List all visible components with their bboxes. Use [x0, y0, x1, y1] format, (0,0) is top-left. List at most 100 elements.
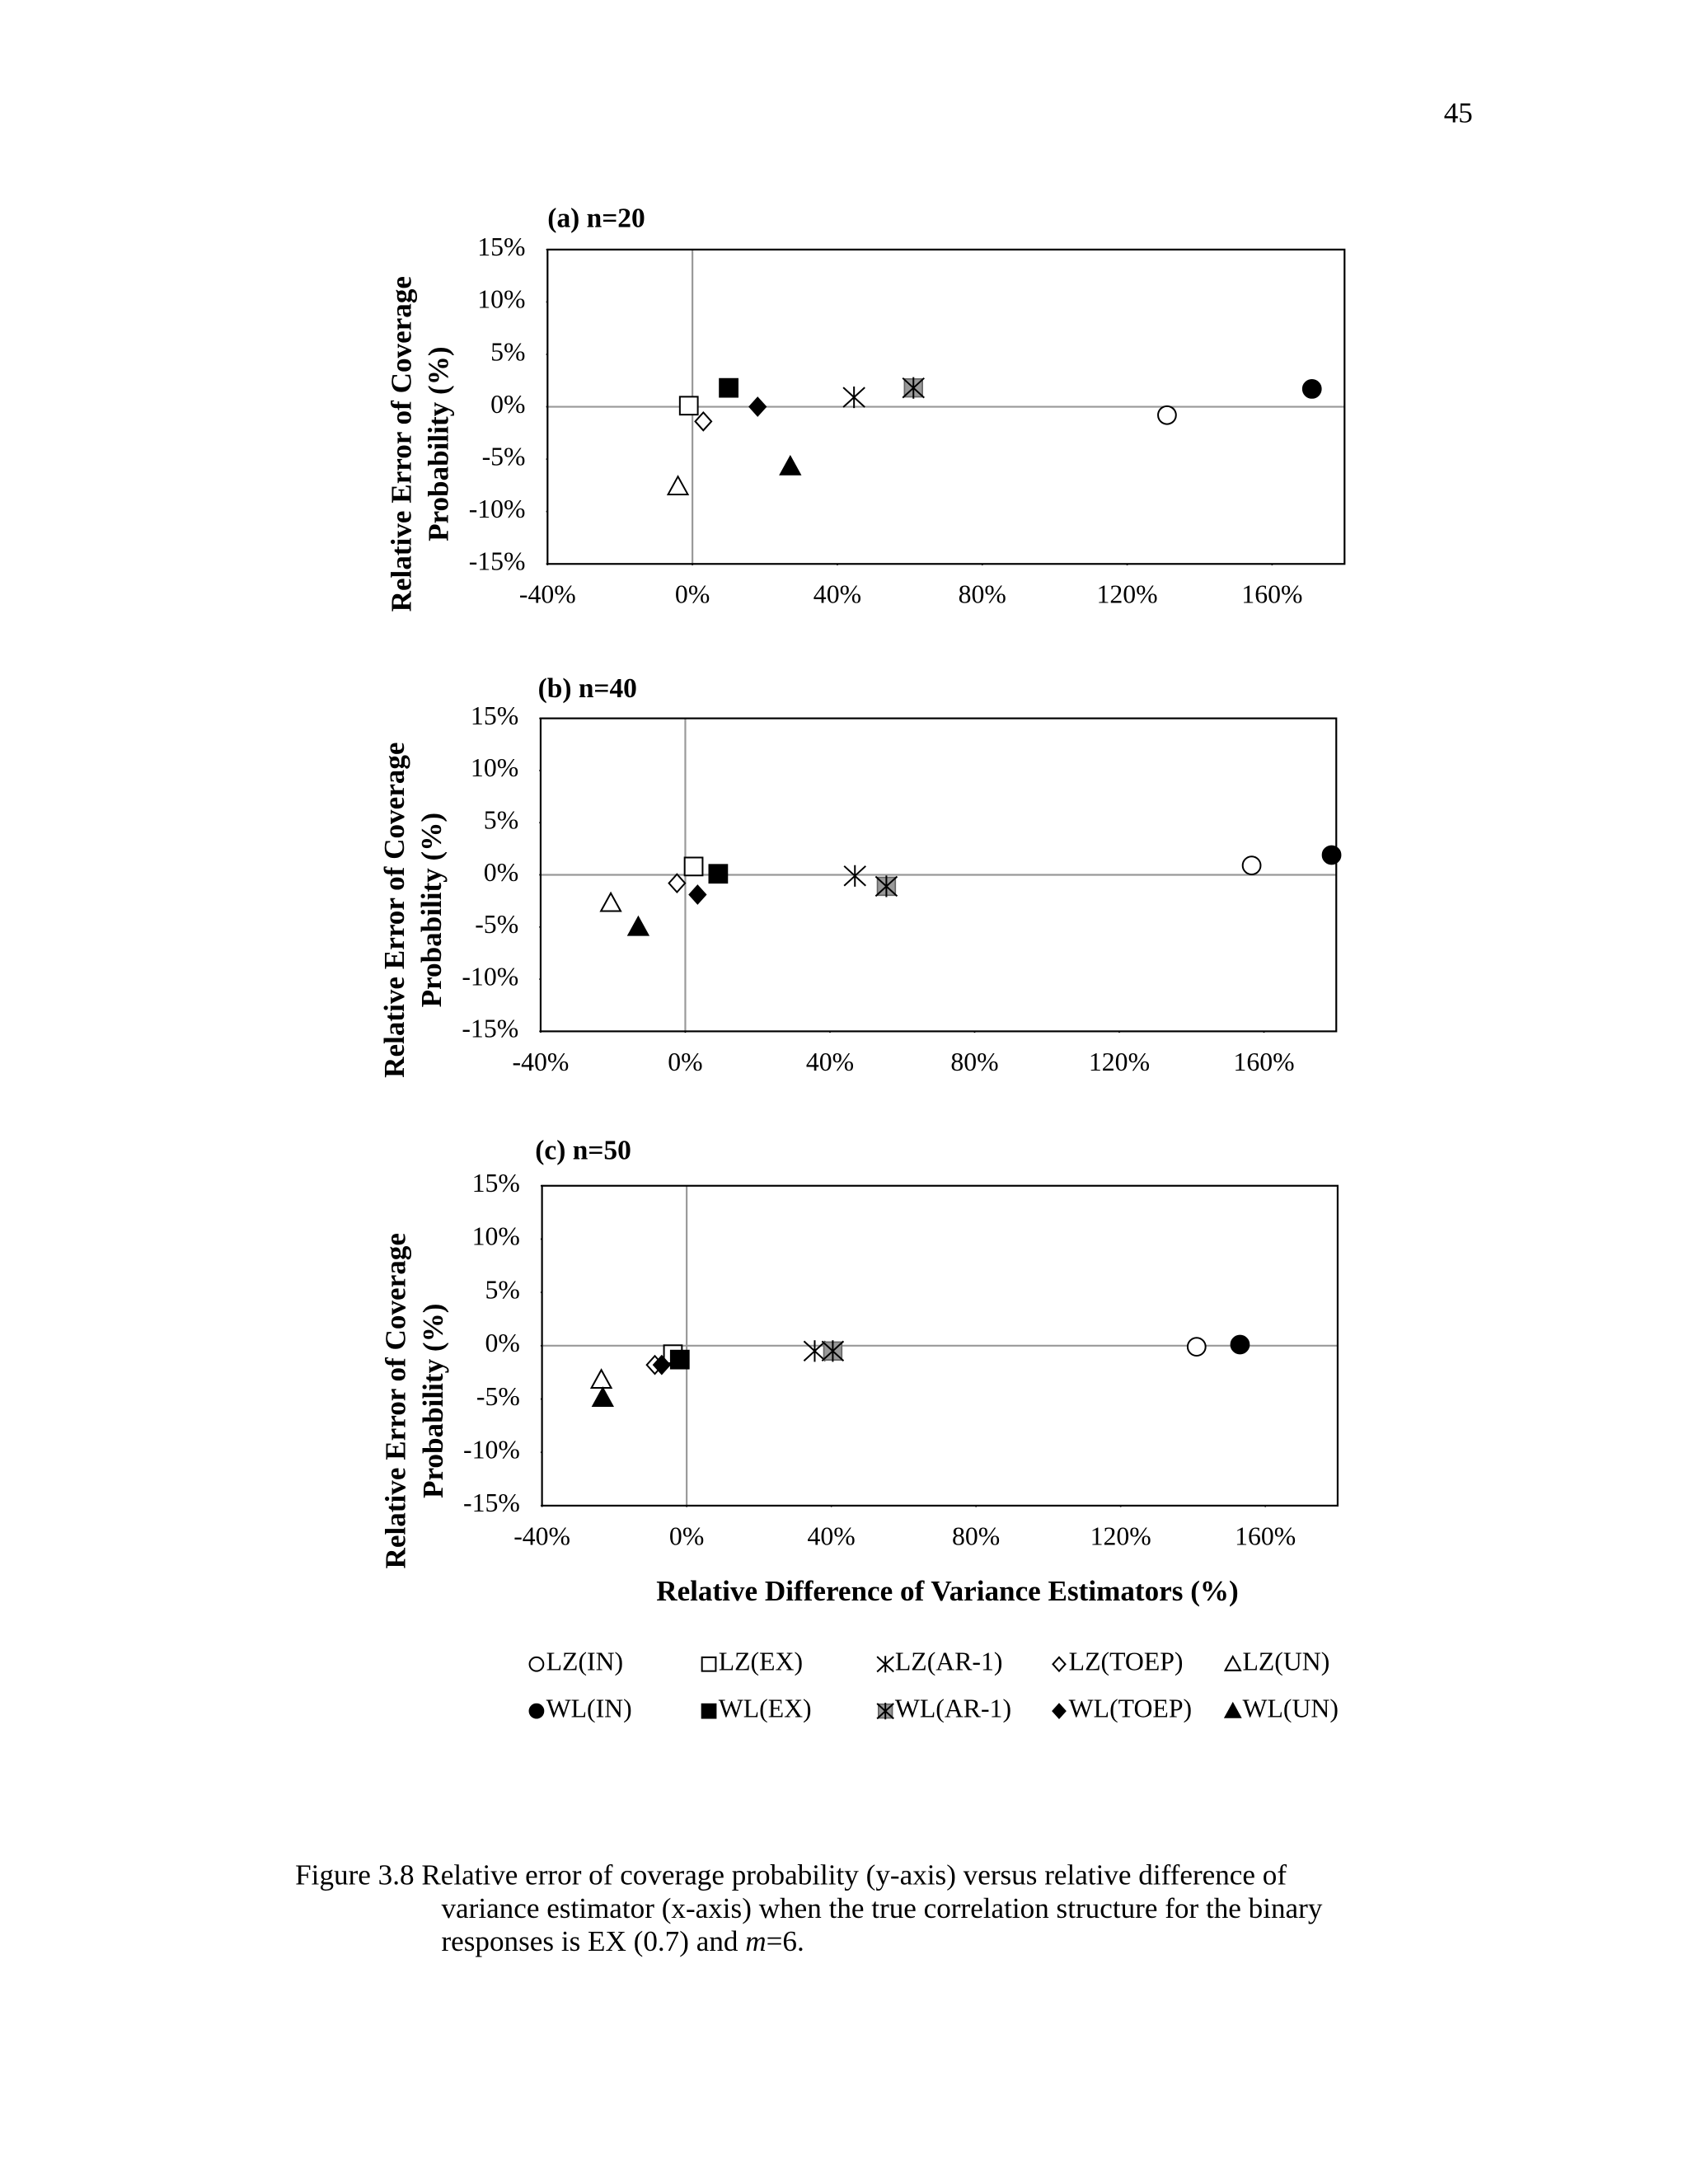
- caption-text: responses is EX (0.7) and: [441, 1925, 745, 1957]
- marker-star: [902, 377, 925, 399]
- x-tick-label: 80%: [952, 1521, 1000, 1550]
- marker: [668, 873, 687, 894]
- legend-label: LZ(EX): [719, 1647, 803, 1676]
- y-tick-label: 5%: [485, 1275, 519, 1304]
- marker: [591, 1386, 614, 1408]
- marker: [1223, 1655, 1242, 1671]
- marker-triangle: [1223, 1655, 1242, 1671]
- marker: [803, 1340, 827, 1362]
- legend-label: WL(EX): [719, 1694, 812, 1722]
- marker-star: [843, 865, 866, 887]
- chart-title: (b) n=40: [538, 673, 637, 704]
- y-tick-label: -5%: [475, 910, 518, 939]
- y-tick-label: 10%: [477, 285, 525, 314]
- marker: [1241, 855, 1262, 875]
- marker: [599, 891, 622, 912]
- y-tick-label: -15%: [463, 1488, 520, 1517]
- marker: [688, 884, 707, 905]
- y-tick-label: 15%: [472, 1169, 520, 1197]
- x-tick-label: 80%: [959, 580, 1006, 609]
- marker: [876, 1703, 894, 1720]
- marker-diamond: [668, 873, 687, 894]
- marker: [528, 1656, 545, 1672]
- legend-label: LZ(AR-1): [895, 1647, 1003, 1676]
- x-tick-label: 0%: [675, 580, 710, 609]
- marker: [748, 396, 767, 417]
- page-number: 45: [1444, 97, 1473, 129]
- y-tick-label: -5%: [476, 1382, 520, 1411]
- marker-star: [803, 1340, 827, 1362]
- caption-text: =6.: [767, 1925, 804, 1957]
- x-tick-label: 80%: [950, 1047, 998, 1076]
- marker: [1321, 845, 1342, 865]
- marker: [1230, 1334, 1250, 1355]
- marker-square: [701, 1703, 717, 1719]
- y-tick-label: 5%: [484, 806, 518, 835]
- marker: [708, 864, 729, 884]
- marker-diamond: [694, 410, 713, 432]
- marker-circle: [1321, 845, 1342, 865]
- x-tick-label: 40%: [808, 1521, 856, 1550]
- y-axis-label: Relative Error of Coverage: [378, 742, 410, 1077]
- x-tick-label: 0%: [669, 1521, 704, 1550]
- marker-square: [719, 377, 738, 398]
- marker-square: [669, 1349, 690, 1370]
- marker-diamond: [652, 1354, 671, 1376]
- marker: [902, 377, 925, 399]
- marker: [1052, 1656, 1067, 1673]
- marker-triangle: [591, 1386, 614, 1408]
- x-tick-label: -40%: [513, 1047, 570, 1076]
- marker: [652, 1354, 671, 1376]
- legend-label: WL(UN): [1242, 1694, 1338, 1722]
- y-tick-label: 5%: [490, 337, 525, 366]
- marker-circle: [1157, 405, 1177, 425]
- marker: [701, 1656, 717, 1672]
- marker-triangle: [666, 475, 690, 495]
- x-tick-label: 120%: [1097, 580, 1158, 609]
- x-tick-label: 40%: [806, 1047, 854, 1076]
- marker: [874, 875, 898, 898]
- y-tick-label: -15%: [462, 1015, 518, 1043]
- chart-title: (a) n=20: [547, 203, 645, 233]
- marker: [669, 1349, 690, 1370]
- marker-diamond: [688, 884, 707, 905]
- marker-circle: [1301, 379, 1322, 399]
- legend-label: WL(TOEP): [1069, 1694, 1192, 1722]
- legend-label: WL(AR-1): [895, 1694, 1011, 1722]
- marker-star: [842, 387, 865, 409]
- marker: [528, 1703, 545, 1719]
- marker: [626, 915, 650, 936]
- marker-triangle: [779, 454, 802, 476]
- caption-line: variance estimator (x-axis) when the tru…: [441, 1892, 1322, 1924]
- marker-square: [701, 1656, 717, 1672]
- marker: [683, 856, 704, 877]
- marker-circle: [528, 1703, 545, 1719]
- x-tick-label: 160%: [1235, 1521, 1296, 1550]
- marker-diamond: [1052, 1703, 1067, 1720]
- marker-diamond: [1052, 1656, 1067, 1673]
- marker: [1223, 1701, 1242, 1718]
- marker-triangle: [1223, 1701, 1242, 1718]
- y-tick-label: 0%: [490, 390, 525, 419]
- marker: [719, 377, 738, 398]
- y-tick-label: 0%: [485, 1329, 519, 1357]
- marker: [821, 1340, 845, 1362]
- caption-line: responses is EX (0.7) and m=6.: [441, 1925, 804, 1957]
- x-tick-label: 120%: [1089, 1047, 1150, 1076]
- marker: [843, 865, 866, 887]
- y-axis-label: Probability (%): [417, 1304, 449, 1498]
- marker: [842, 387, 865, 409]
- y-axis-label: Relative Error of Coverage: [380, 1233, 412, 1568]
- marker-circle: [1230, 1334, 1250, 1355]
- legend-label: LZ(TOEP): [1069, 1647, 1184, 1676]
- x-tick-label: 0%: [668, 1047, 702, 1076]
- y-tick-label: -10%: [463, 1436, 520, 1465]
- marker-circle: [528, 1656, 545, 1672]
- y-tick-label: -10%: [462, 962, 518, 991]
- y-axis-label: Probability (%): [415, 813, 448, 1007]
- caption-line: Figure 3.8 Relative error of coverage pr…: [295, 1859, 1287, 1891]
- marker-diamond: [748, 396, 767, 417]
- legend-label: WL(IN): [546, 1694, 632, 1722]
